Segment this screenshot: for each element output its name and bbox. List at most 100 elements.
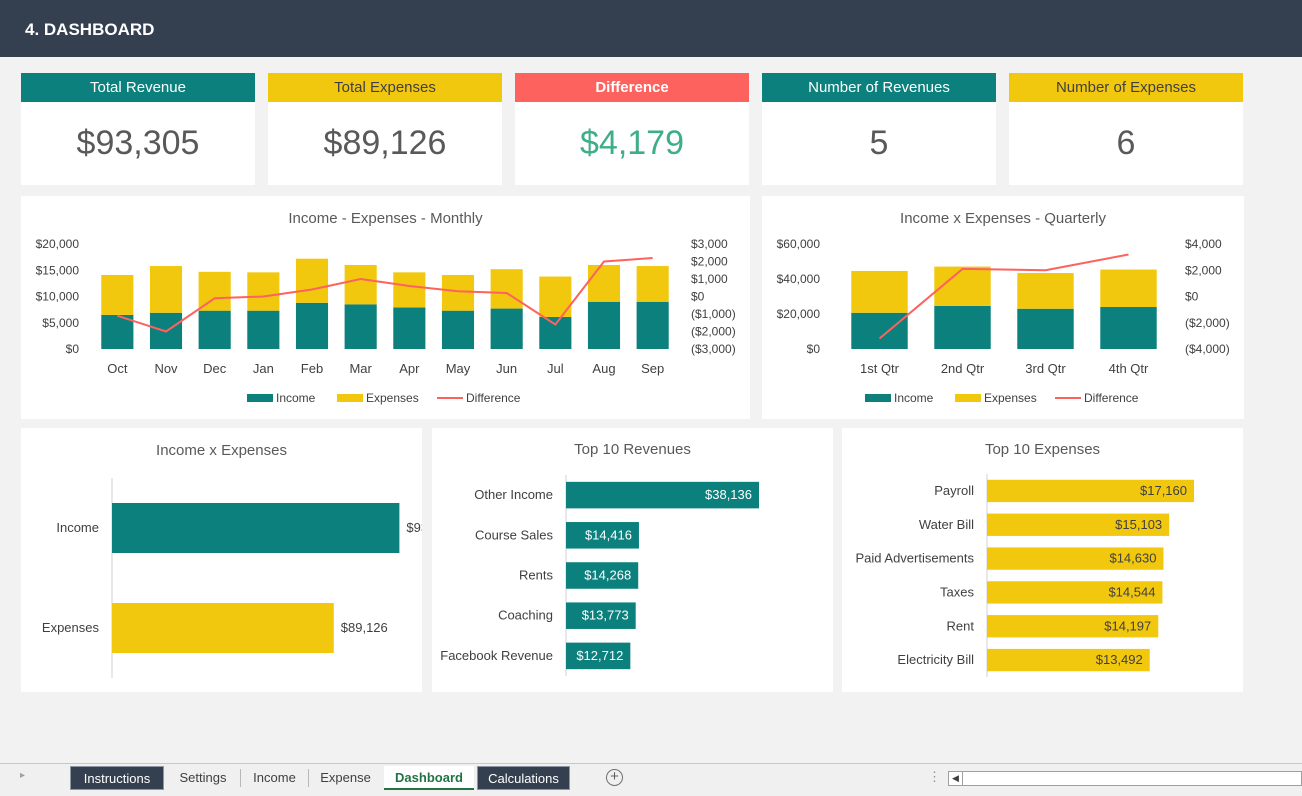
left-axis-tick-label: $15,000 xyxy=(36,263,80,277)
bar xyxy=(987,479,1194,503)
tab-income[interactable]: Income xyxy=(253,770,296,785)
top-expenses-chart: Top 10 Expenses Payroll $17,160 Water Bill $… xyxy=(855,441,1194,677)
monthly-chart-panel[interactable]: Income - Expenses - Monthly $20,000 $15,00… xyxy=(21,196,750,419)
expenses-bar xyxy=(295,258,329,303)
left-axis-tick-label: $40,000 xyxy=(777,272,821,286)
expenses-bar xyxy=(393,272,426,308)
data-label: $17,160 xyxy=(1140,483,1187,498)
data-label: $15,103 xyxy=(1115,517,1162,532)
chart-title: Top 10 Expenses xyxy=(985,441,1100,458)
expenses-bar xyxy=(1100,269,1157,307)
tab-calculations[interactable]: Calculations xyxy=(477,766,570,790)
bar xyxy=(566,642,631,670)
quarterly-chart: Income x Expenses - Quarterly $60,000 $40,… xyxy=(777,210,1230,405)
left-axis-tick-label: $60,000 xyxy=(777,237,821,251)
income-bar xyxy=(851,312,908,349)
kpi-total-revenue: Total Revenue $93,305 xyxy=(21,73,255,185)
tab-separator xyxy=(240,769,241,787)
expenses-bar xyxy=(247,272,280,311)
data-label: $13,492 xyxy=(1096,652,1143,667)
category-tick-label: Dec xyxy=(203,361,227,376)
legend-swatch-expenses xyxy=(955,394,981,402)
category-tick-label: 1st Qtr xyxy=(860,361,900,376)
horizontal-scrollbar[interactable]: ◀ xyxy=(948,771,1302,786)
bar xyxy=(112,603,334,653)
income-bar xyxy=(344,304,377,349)
income-expenses-chart-panel[interactable]: Income x Expenses Income $93,305 Expenses $8… xyxy=(21,428,422,692)
category-label: Rents xyxy=(519,568,553,583)
scroll-left-icon[interactable]: ◀ xyxy=(949,772,963,785)
tab-instructions[interactable]: Instructions xyxy=(70,766,164,790)
expenses-bar xyxy=(1017,273,1074,309)
data-label: $14,544 xyxy=(1108,584,1155,599)
income-expenses-chart: Income x Expenses Income $93,305 Expenses $8… xyxy=(42,442,422,678)
expenses-bar xyxy=(587,265,621,302)
left-axis-tick-label: $10,000 xyxy=(36,290,80,304)
expenses-bar xyxy=(101,274,134,315)
legend-label: Income xyxy=(894,391,934,405)
left-axis-tick-label: $5,000 xyxy=(42,316,79,330)
category-label: Payroll xyxy=(934,483,974,498)
category-tick-label: 3rd Qtr xyxy=(1025,361,1066,376)
data-label: $14,197 xyxy=(1104,618,1151,633)
right-axis-tick-label: $1,000 xyxy=(691,272,728,286)
data-label: $89,126 xyxy=(341,620,388,635)
income-bar xyxy=(393,307,426,349)
chart-title: Income x Expenses xyxy=(156,442,287,459)
more-dots-icon[interactable]: ⋮ xyxy=(928,769,941,784)
top-expenses-chart-panel[interactable]: Top 10 Expenses Payroll $17,160 Water Bill $… xyxy=(842,428,1243,692)
kpi-label: Number of Expenses xyxy=(1009,73,1243,102)
kpi-total-expenses: Total Expenses $89,126 xyxy=(268,73,502,185)
expenses-bar xyxy=(934,266,991,306)
tab-settings[interactable]: Settings xyxy=(179,770,227,785)
dashboard-header: 4. DASHBOARD xyxy=(0,0,1302,57)
category-tick-label: Nov xyxy=(154,361,178,376)
income-bar xyxy=(1017,308,1074,349)
legend-label: Income xyxy=(276,391,316,405)
category-tick-label: Jul xyxy=(547,361,564,376)
income-bar xyxy=(587,301,621,349)
kpi-number-of-expenses: Number of Expenses 6 xyxy=(1009,73,1243,185)
kpi-value: $89,126 xyxy=(323,124,447,162)
right-axis-tick-label: ($2,000) xyxy=(1185,316,1230,330)
legend-swatch-income xyxy=(865,394,891,402)
income-bar xyxy=(1100,307,1157,349)
category-label: Water Bill xyxy=(919,517,974,532)
expenses-bar xyxy=(490,269,523,309)
quarterly-chart-panel[interactable]: Income x Expenses - Quarterly $60,000 $40,… xyxy=(762,196,1244,419)
category-tick-label: Feb xyxy=(301,361,323,376)
left-axis-tick-label: $20,000 xyxy=(36,237,80,251)
kpi-difference: Difference $4,179 xyxy=(515,73,749,185)
right-axis-tick-label: $4,000 xyxy=(1185,237,1222,251)
tab-dashboard[interactable]: Dashboard xyxy=(384,766,474,790)
tab-nav-arrow-icon[interactable]: ▸ xyxy=(20,770,26,781)
kpi-number-of-revenues: Number of Revenues 5 xyxy=(762,73,996,185)
category-label: Expenses xyxy=(42,620,100,635)
chart-title: Income - Expenses - Monthly xyxy=(288,210,483,227)
category-label: Rent xyxy=(947,618,975,633)
category-tick-label: Apr xyxy=(399,361,420,376)
expenses-bar xyxy=(851,270,908,313)
chart-title: Income x Expenses - Quarterly xyxy=(900,210,1106,227)
tab-expense[interactable]: Expense xyxy=(320,770,371,785)
right-axis-tick-label: $2,000 xyxy=(1185,263,1222,277)
category-tick-label: Aug xyxy=(592,361,615,376)
bar xyxy=(566,522,639,549)
right-axis-tick-label: $2,000 xyxy=(691,255,728,269)
right-axis-tick-label: ($4,000) xyxy=(1185,342,1230,356)
income-bar xyxy=(636,301,669,349)
add-sheet-icon[interactable]: + xyxy=(606,769,623,786)
expenses-bar xyxy=(198,271,231,311)
kpi-label: Number of Revenues xyxy=(762,73,996,102)
bar xyxy=(987,547,1164,570)
income-bar xyxy=(247,310,280,349)
top-revenues-chart-panel[interactable]: Top 10 Revenues Other Income $38,136 Course… xyxy=(432,428,833,692)
category-tick-label: Sep xyxy=(641,361,664,376)
left-axis-tick-label: $20,000 xyxy=(777,307,821,321)
income-bar xyxy=(539,316,572,349)
legend-swatch-income xyxy=(247,394,273,402)
bar xyxy=(566,602,636,629)
bar xyxy=(987,513,1170,536)
kpi-value: $4,179 xyxy=(580,124,684,162)
data-label: $14,630 xyxy=(1109,551,1156,566)
